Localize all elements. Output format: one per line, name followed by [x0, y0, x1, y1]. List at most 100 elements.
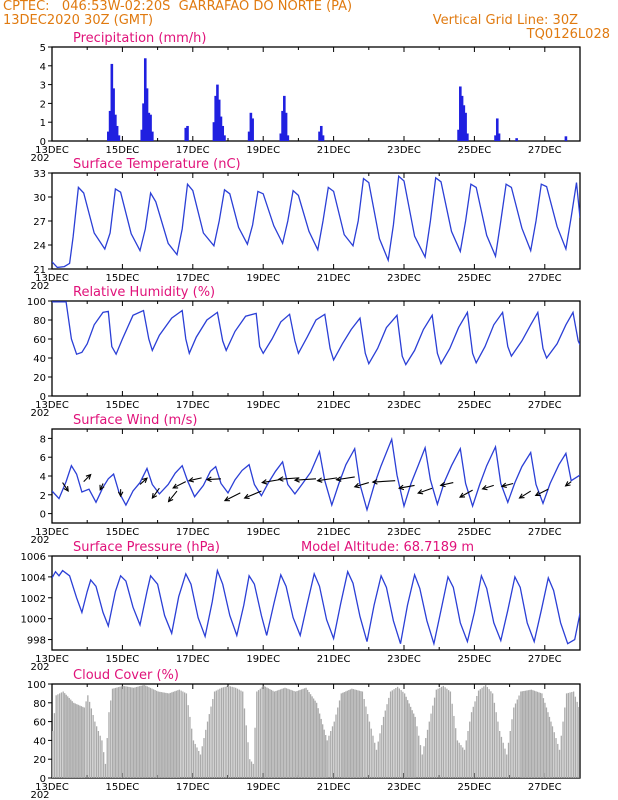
cloud-bar	[569, 692, 571, 778]
y-tick-label: 998	[27, 636, 46, 647]
cloud-bar	[557, 743, 559, 778]
cloud-bar	[533, 690, 536, 778]
cloud-bar	[548, 716, 551, 778]
y-tick-label: 4	[40, 62, 46, 73]
cloud-bar	[388, 697, 390, 778]
precip-bar	[318, 131, 321, 141]
x-tick-label: 23DEC	[387, 145, 421, 156]
cloud-bar	[560, 735, 562, 778]
cloud-bar	[267, 688, 270, 778]
cloud-bar	[57, 694, 59, 778]
cloud-bar	[368, 721, 371, 778]
cloud-bar	[159, 691, 161, 778]
wind-vector-arrow	[205, 476, 221, 483]
cloud-bar	[203, 738, 205, 778]
cloud-bar	[535, 691, 537, 778]
x-tick-label: 17DEC	[176, 400, 210, 411]
wind-vector-arrow	[397, 484, 415, 491]
precip-bar	[216, 84, 219, 141]
cloud-bar	[348, 690, 350, 778]
precip-bar	[497, 133, 501, 141]
cloud-bar	[416, 726, 418, 778]
cloud-bar	[547, 712, 549, 778]
cloud-bar	[386, 704, 388, 778]
x-tick-label: 17DEC	[176, 782, 210, 793]
x-tick-label: 27DEC	[528, 400, 562, 411]
cloud-bar	[507, 742, 510, 778]
cloud-bar	[191, 728, 193, 778]
cloud-bar	[322, 724, 324, 778]
cloud-bar	[64, 693, 66, 778]
cloud-bar	[275, 690, 277, 778]
cloud-bar	[205, 729, 207, 778]
cloud-bar	[462, 747, 464, 778]
x-tick-label: 19DEC	[246, 654, 280, 665]
cloud-bar	[184, 692, 186, 778]
x-tick-label: 15DEC	[106, 273, 140, 284]
cloud-bar	[79, 705, 81, 778]
cloud-bar	[374, 742, 376, 778]
x-tick-label: 21DEC	[317, 145, 351, 156]
temp-title: Surface Temperature (nC)	[73, 157, 241, 172]
cloud-bar	[398, 688, 401, 778]
cloud-bar	[257, 690, 260, 778]
x-tick-label: 25DEC	[458, 400, 492, 411]
cloud-bar	[571, 691, 573, 778]
cloud-bar	[122, 685, 124, 778]
cloud-bar	[449, 691, 452, 778]
cloud-bar	[326, 740, 328, 778]
cloud-bar	[477, 690, 480, 778]
cloud-bar	[553, 732, 555, 778]
y-tick-label: 1000	[21, 615, 46, 626]
temp-panel: 21 24 27 30 33 13DEC202 15DEC 17DEC 19DEC 21DEC 23…	[30, 157, 581, 292]
cloud-bar	[198, 750, 200, 778]
y-tick-label: 1006	[21, 552, 46, 563]
cloud-bar	[212, 699, 214, 778]
precip-bar	[214, 95, 217, 141]
cloud-bar	[249, 759, 251, 778]
precip-bar	[279, 133, 283, 141]
precip-bar	[494, 135, 497, 141]
cloud-bar	[108, 712, 110, 778]
x-tick-year: 202	[30, 281, 49, 292]
cloud-bar	[192, 740, 195, 778]
y-tick-label: 24	[33, 241, 46, 252]
cloud-bar	[410, 706, 412, 778]
cloud-bar	[128, 686, 130, 778]
cloud-bar	[469, 721, 471, 778]
cloud-bar	[140, 685, 142, 778]
cloud-bar	[87, 695, 89, 778]
rh-data	[52, 301, 580, 367]
cloud-data	[52, 684, 580, 778]
y-tick-label: 20	[33, 755, 46, 766]
cloud-bar	[527, 690, 530, 778]
x-tick-label: 13DEC	[35, 782, 69, 793]
cloud-bar	[492, 693, 494, 778]
x-tick-label: 15DEC	[106, 145, 140, 156]
cloud-bar	[337, 707, 339, 778]
cloud-bar	[502, 742, 504, 778]
cloud-bar	[523, 690, 525, 778]
cloud-bar	[349, 689, 351, 778]
cloud-bar	[574, 696, 577, 778]
cloud-bar	[470, 712, 473, 778]
wind-vector-arrow	[243, 490, 262, 499]
cloud-bar	[117, 687, 120, 778]
rh-frame	[51, 300, 581, 397]
cloud-bar	[465, 740, 467, 778]
cloud-bar	[222, 687, 225, 778]
cloud-bar	[146, 686, 148, 778]
cloud-bar	[60, 692, 63, 778]
cloud-bar	[511, 719, 513, 778]
precip-bar	[462, 105, 466, 141]
header-line1: CPTEC: 046:53W-02:20S GARRAFAO DO NORTE …	[3, 0, 353, 14]
cloud-bar	[530, 689, 533, 778]
precip-bar	[564, 136, 568, 141]
x-tick-label: 23DEC	[387, 273, 421, 284]
x-tick-label: 17DEC	[176, 527, 210, 538]
cloud-bar	[254, 727, 256, 778]
cloud-bar	[346, 690, 348, 778]
cloud-bar	[338, 700, 341, 778]
x-tick-label: 27DEC	[528, 273, 562, 284]
cloud-bar	[55, 695, 57, 778]
